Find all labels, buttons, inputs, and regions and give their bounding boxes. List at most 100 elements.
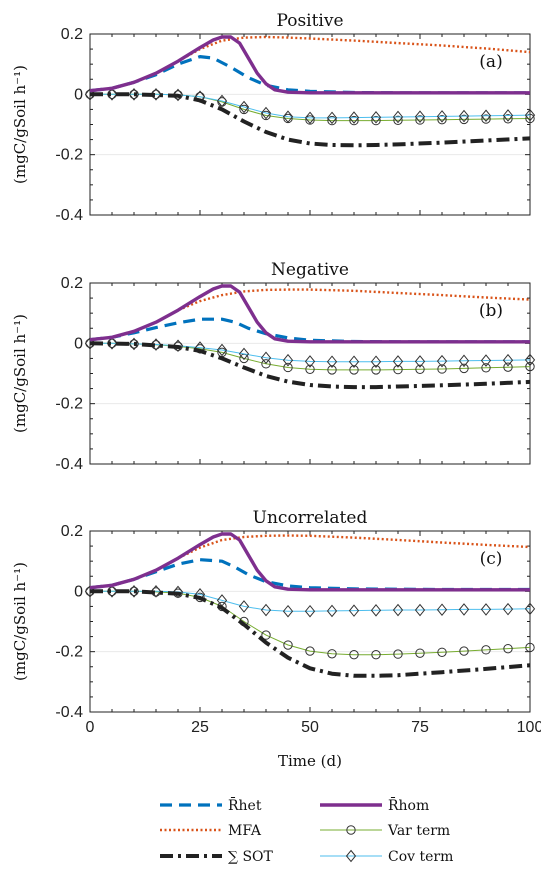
y-tick-label: -0.2 (55, 396, 83, 413)
panel-label: (b) (479, 301, 503, 321)
x-tick-label: 50 (301, 719, 319, 736)
y-axis-label: (mgC/gSoil h⁻¹) (11, 562, 29, 681)
data-point-cov (458, 354, 470, 368)
data-point-cov (436, 110, 448, 123)
x-tick-label: 75 (411, 719, 429, 736)
data-point-cov (150, 585, 162, 598)
data-point-var (349, 115, 359, 126)
data-point-var (503, 114, 513, 124)
data-point-var (305, 646, 315, 656)
data-point-var (393, 115, 403, 125)
data-point-cov (414, 110, 426, 123)
data-point-var (525, 361, 535, 372)
data-point-var (371, 649, 381, 660)
panel-3: 0.20-0.2-0.40 25 50 75 100(mgC/gSoil h⁻¹)Unc… (11, 508, 541, 736)
data-point-cov (238, 347, 250, 361)
data-point-var (503, 362, 513, 372)
data-point-cov (282, 604, 294, 618)
data-point-var (371, 115, 381, 126)
data-point-cov (304, 355, 316, 368)
legend-label-var: Var term (387, 823, 450, 839)
data-point-cov (150, 88, 162, 101)
series-line-cov (90, 342, 531, 363)
data-point-cov (436, 354, 448, 368)
data-point-var (327, 115, 337, 126)
data-point-cov (238, 600, 250, 613)
data-point-cov (370, 604, 382, 617)
data-point-var (283, 362, 293, 373)
data-point-var (503, 643, 513, 654)
data-point-cov (348, 111, 360, 124)
data-point-cov (348, 604, 360, 617)
series-line-var (90, 590, 531, 656)
data-point-cov (458, 603, 470, 616)
y-tick-label: -0.4 (55, 704, 83, 721)
data-point-var (525, 113, 535, 124)
panel-title: Negative (271, 260, 349, 280)
data-point-cov (392, 603, 404, 617)
data-point-cov (326, 111, 338, 125)
data-point-var (415, 115, 425, 125)
panel-1: 0.2 0 -0.2 -0.4 (mgC/gSoil h⁻¹) Positive (a) (11, 11, 536, 224)
data-point-cov (128, 337, 140, 351)
data-point-var (481, 645, 491, 655)
data-point-cov (172, 585, 184, 599)
y-tick-label: -0.4 (55, 456, 83, 473)
series-line-sot (89, 341, 531, 390)
data-point-cov (480, 603, 492, 616)
x-tick-label: 0 (86, 719, 95, 736)
data-point-cov (194, 341, 206, 354)
data-point-var (349, 365, 359, 375)
legend-marker-var (346, 825, 356, 835)
data-point-var (261, 630, 271, 640)
data-point-cov (282, 110, 294, 123)
data-point-cov (480, 354, 492, 367)
data-point-var (459, 114, 469, 125)
data-point-var (437, 364, 447, 374)
data-point-cov (106, 337, 118, 350)
data-point-cov (524, 108, 536, 122)
legend-label-rhet: R̄het (228, 796, 262, 814)
data-point-var (437, 114, 447, 125)
series-line-mfa (89, 288, 531, 341)
data-point-var (415, 648, 425, 658)
legend: R̄het R̄hom MFA Var term ∑ SOT Cov term (160, 796, 453, 865)
data-point-var (393, 649, 403, 659)
data-point-cov (304, 111, 316, 125)
chart-panels: 0.20-0.2-0.4(mgC/gSoil h⁻¹)Positive(a)0.… (11, 11, 541, 736)
y-tick-label: 0.2 (61, 523, 83, 540)
data-point-var (327, 649, 337, 659)
data-point-var (525, 642, 535, 653)
data-point-cov (392, 355, 404, 368)
data-point-cov (172, 339, 184, 353)
data-point-cov (282, 353, 294, 367)
data-point-var (415, 364, 425, 374)
data-point-cov (370, 355, 382, 369)
y-tick-label: 0.2 (61, 275, 83, 292)
data-point-var (371, 365, 381, 375)
data-point-var (261, 359, 271, 369)
x-tick-label: 100 (517, 719, 541, 736)
data-point-var (349, 649, 359, 660)
data-point-cov (326, 604, 338, 618)
series-line-cov (90, 93, 531, 119)
data-point-cov (216, 343, 228, 357)
data-point-cov (502, 109, 514, 122)
data-point-cov (436, 603, 448, 617)
data-point-cov (216, 94, 228, 108)
legend-label-rhom: R̄hom (388, 796, 429, 814)
data-point-cov (392, 110, 404, 124)
data-point-cov (150, 338, 162, 351)
y-tick-label: 0 (74, 583, 83, 600)
data-point-cov (524, 353, 536, 367)
data-point-var (305, 115, 315, 125)
series-line-sot (90, 92, 531, 148)
data-point-cov (260, 106, 272, 120)
data-point-cov (238, 100, 250, 114)
data-point-cov (326, 355, 338, 369)
data-point-cov (304, 604, 316, 618)
data-point-cov (172, 88, 184, 102)
x-axis-label: Time (d) (278, 752, 342, 770)
y-tick-label: 0.2 (61, 26, 83, 43)
